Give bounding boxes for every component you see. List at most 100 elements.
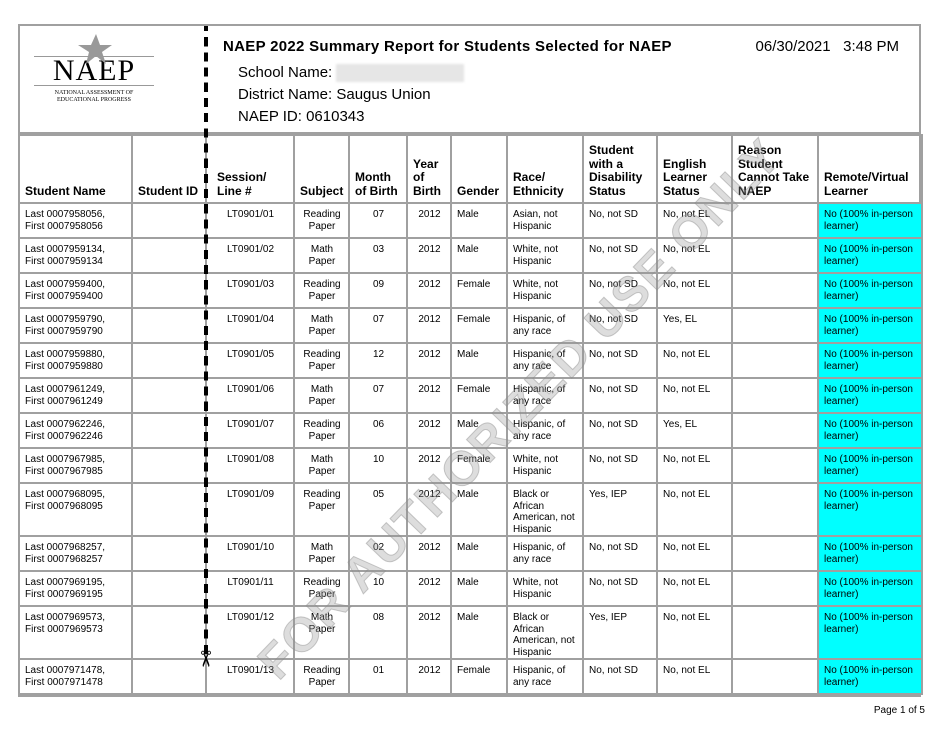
cell-gender: Female	[450, 272, 508, 309]
cell-session-line: LT0901/08	[205, 447, 295, 484]
report-datetime: 06/30/2021 3:48 PM	[756, 38, 899, 55]
cell-disability-status: No, not SD	[582, 342, 658, 379]
cell-session-line: LT0901/07	[205, 412, 295, 449]
cell-session-line: LT0901/02	[205, 237, 295, 274]
student-table: Student Name Student ID Session/ Line # Sub…	[18, 134, 923, 695]
cell-gender: Male	[450, 535, 508, 572]
header-english-learner-status: English Learner Status	[656, 134, 733, 204]
table-row: Last 0007959880, First 0007959880 LT0901/…	[18, 342, 923, 379]
table-row: Last 0007967985, First 0007967985 LT0901/…	[18, 447, 923, 484]
cell-english-learner-status: No, not EL	[656, 342, 733, 379]
cell-disability-status: Yes, IEP	[582, 482, 658, 537]
header-year-of-birth: Year of Birth	[406, 134, 452, 204]
cell-student-name: Last 0007968095, First 0007968095	[18, 482, 133, 537]
cell-reason-cannot-take	[731, 535, 819, 572]
cell-gender: Male	[450, 237, 508, 274]
cell-race-ethnicity: Hispanic, of any race	[506, 342, 584, 379]
header-race-ethnicity: Race/ Ethnicity	[506, 134, 584, 204]
cell-student-name: Last 0007959400, First 0007959400	[18, 272, 133, 309]
cell-year-of-birth: 2012	[406, 605, 452, 660]
cell-disability-status: No, not SD	[582, 377, 658, 414]
header-disability-status: Student with a Disability Status	[582, 134, 658, 204]
cell-race-ethnicity: Hispanic, of any race	[506, 658, 584, 695]
cell-gender: Male	[450, 342, 508, 379]
cell-session-line: LT0901/12	[205, 605, 295, 660]
cell-month-of-birth: 07	[348, 377, 408, 414]
table-row: Last 0007961249, First 0007961249 LT0901/…	[18, 377, 923, 414]
naep-logo: NAEP NATIONAL ASSESSMENT OF EDUCATIONAL …	[34, 34, 154, 124]
cell-disability-status: Yes, IEP	[582, 605, 658, 660]
naep-id: NAEP ID: 0610343	[238, 108, 365, 125]
header-student-name: Student Name	[18, 134, 133, 204]
cell-english-learner-status: Yes, EL	[656, 412, 733, 449]
cell-remote-learner: No (100% in-person learner)	[817, 342, 923, 379]
cell-reason-cannot-take	[731, 570, 819, 607]
cell-year-of-birth: 2012	[406, 658, 452, 695]
cell-subject: Reading Paper	[293, 482, 350, 537]
cell-remote-learner: No (100% in-person learner)	[817, 412, 923, 449]
cell-student-id	[131, 342, 207, 379]
report-date: 06/30/2021	[755, 38, 831, 55]
cell-remote-learner: No (100% in-person learner)	[817, 482, 923, 537]
table-row: Last 0007968257, First 0007968257 LT0901/…	[18, 535, 923, 572]
cell-session-line: LT0901/11	[205, 570, 295, 607]
cell-student-name: Last 0007969195, First 0007969195	[18, 570, 133, 607]
cell-month-of-birth: 12	[348, 342, 408, 379]
cell-reason-cannot-take	[731, 658, 819, 695]
cell-remote-learner: No (100% in-person learner)	[817, 605, 923, 660]
cell-student-id	[131, 307, 207, 344]
cell-english-learner-status: No, not EL	[656, 605, 733, 660]
header-session-line: Session/ Line #	[205, 134, 295, 204]
cell-student-id	[131, 447, 207, 484]
cell-reason-cannot-take	[731, 412, 819, 449]
cell-student-id	[131, 412, 207, 449]
cell-student-name: Last 0007961249, First 0007961249	[18, 377, 133, 414]
cell-english-learner-status: Yes, EL	[656, 307, 733, 344]
cell-month-of-birth: 06	[348, 412, 408, 449]
page-number: Page 1 of 5	[873, 705, 925, 716]
cell-english-learner-status: No, not EL	[656, 447, 733, 484]
header-gender: Gender	[450, 134, 508, 204]
cell-gender: Male	[450, 412, 508, 449]
cell-year-of-birth: 2012	[406, 237, 452, 274]
cell-reason-cannot-take	[731, 482, 819, 537]
cell-english-learner-status: No, not EL	[656, 535, 733, 572]
table-row: Last 0007959134, First 0007959134 LT0901/…	[18, 237, 923, 274]
cell-student-name: Last 0007959134, First 0007959134	[18, 237, 133, 274]
cell-reason-cannot-take	[731, 447, 819, 484]
report-time: 3:48 PM	[843, 38, 899, 55]
cell-disability-status: No, not SD	[582, 237, 658, 274]
cell-student-id	[131, 658, 207, 695]
cell-year-of-birth: 2012	[406, 447, 452, 484]
cell-race-ethnicity: Black or African American, not Hispanic	[506, 482, 584, 537]
report-page: NAEP NATIONAL ASSESSMENT OF EDUCATIONAL …	[18, 24, 923, 697]
cell-gender: Female	[450, 377, 508, 414]
cell-reason-cannot-take	[731, 605, 819, 660]
cell-english-learner-status: No, not EL	[656, 658, 733, 695]
cell-race-ethnicity: Black or African American, not Hispanic	[506, 605, 584, 660]
cell-race-ethnicity: White, not Hispanic	[506, 570, 584, 607]
table-header-row: Student Name Student ID Session/ Line # Sub…	[18, 134, 923, 204]
cell-reason-cannot-take	[731, 272, 819, 309]
cell-student-id	[131, 202, 207, 239]
cell-subject: Math Paper	[293, 377, 350, 414]
cell-session-line: LT0901/01	[205, 202, 295, 239]
cell-month-of-birth: 10	[348, 447, 408, 484]
cell-subject: Reading Paper	[293, 272, 350, 309]
table-row: Last 0007959400, First 0007959400 LT0901/…	[18, 272, 923, 309]
cell-subject: Reading Paper	[293, 570, 350, 607]
cell-race-ethnicity: White, not Hispanic	[506, 237, 584, 274]
cell-race-ethnicity: Hispanic, of any race	[506, 535, 584, 572]
table-row: Last 0007969195, First 0007969195 LT0901/…	[18, 570, 923, 607]
cell-remote-learner: No (100% in-person learner)	[817, 272, 923, 309]
cell-remote-learner: No (100% in-person learner)	[817, 447, 923, 484]
cell-remote-learner: No (100% in-person learner)	[817, 377, 923, 414]
cell-gender: Female	[450, 307, 508, 344]
cell-year-of-birth: 2012	[406, 202, 452, 239]
cell-month-of-birth: 08	[348, 605, 408, 660]
table-row: Last 0007962246, First 0007962246 LT0901/…	[18, 412, 923, 449]
cell-student-name: Last 0007959790, First 0007959790	[18, 307, 133, 344]
cell-gender: Female	[450, 447, 508, 484]
cell-month-of-birth: 07	[348, 202, 408, 239]
cut-line	[204, 26, 208, 660]
